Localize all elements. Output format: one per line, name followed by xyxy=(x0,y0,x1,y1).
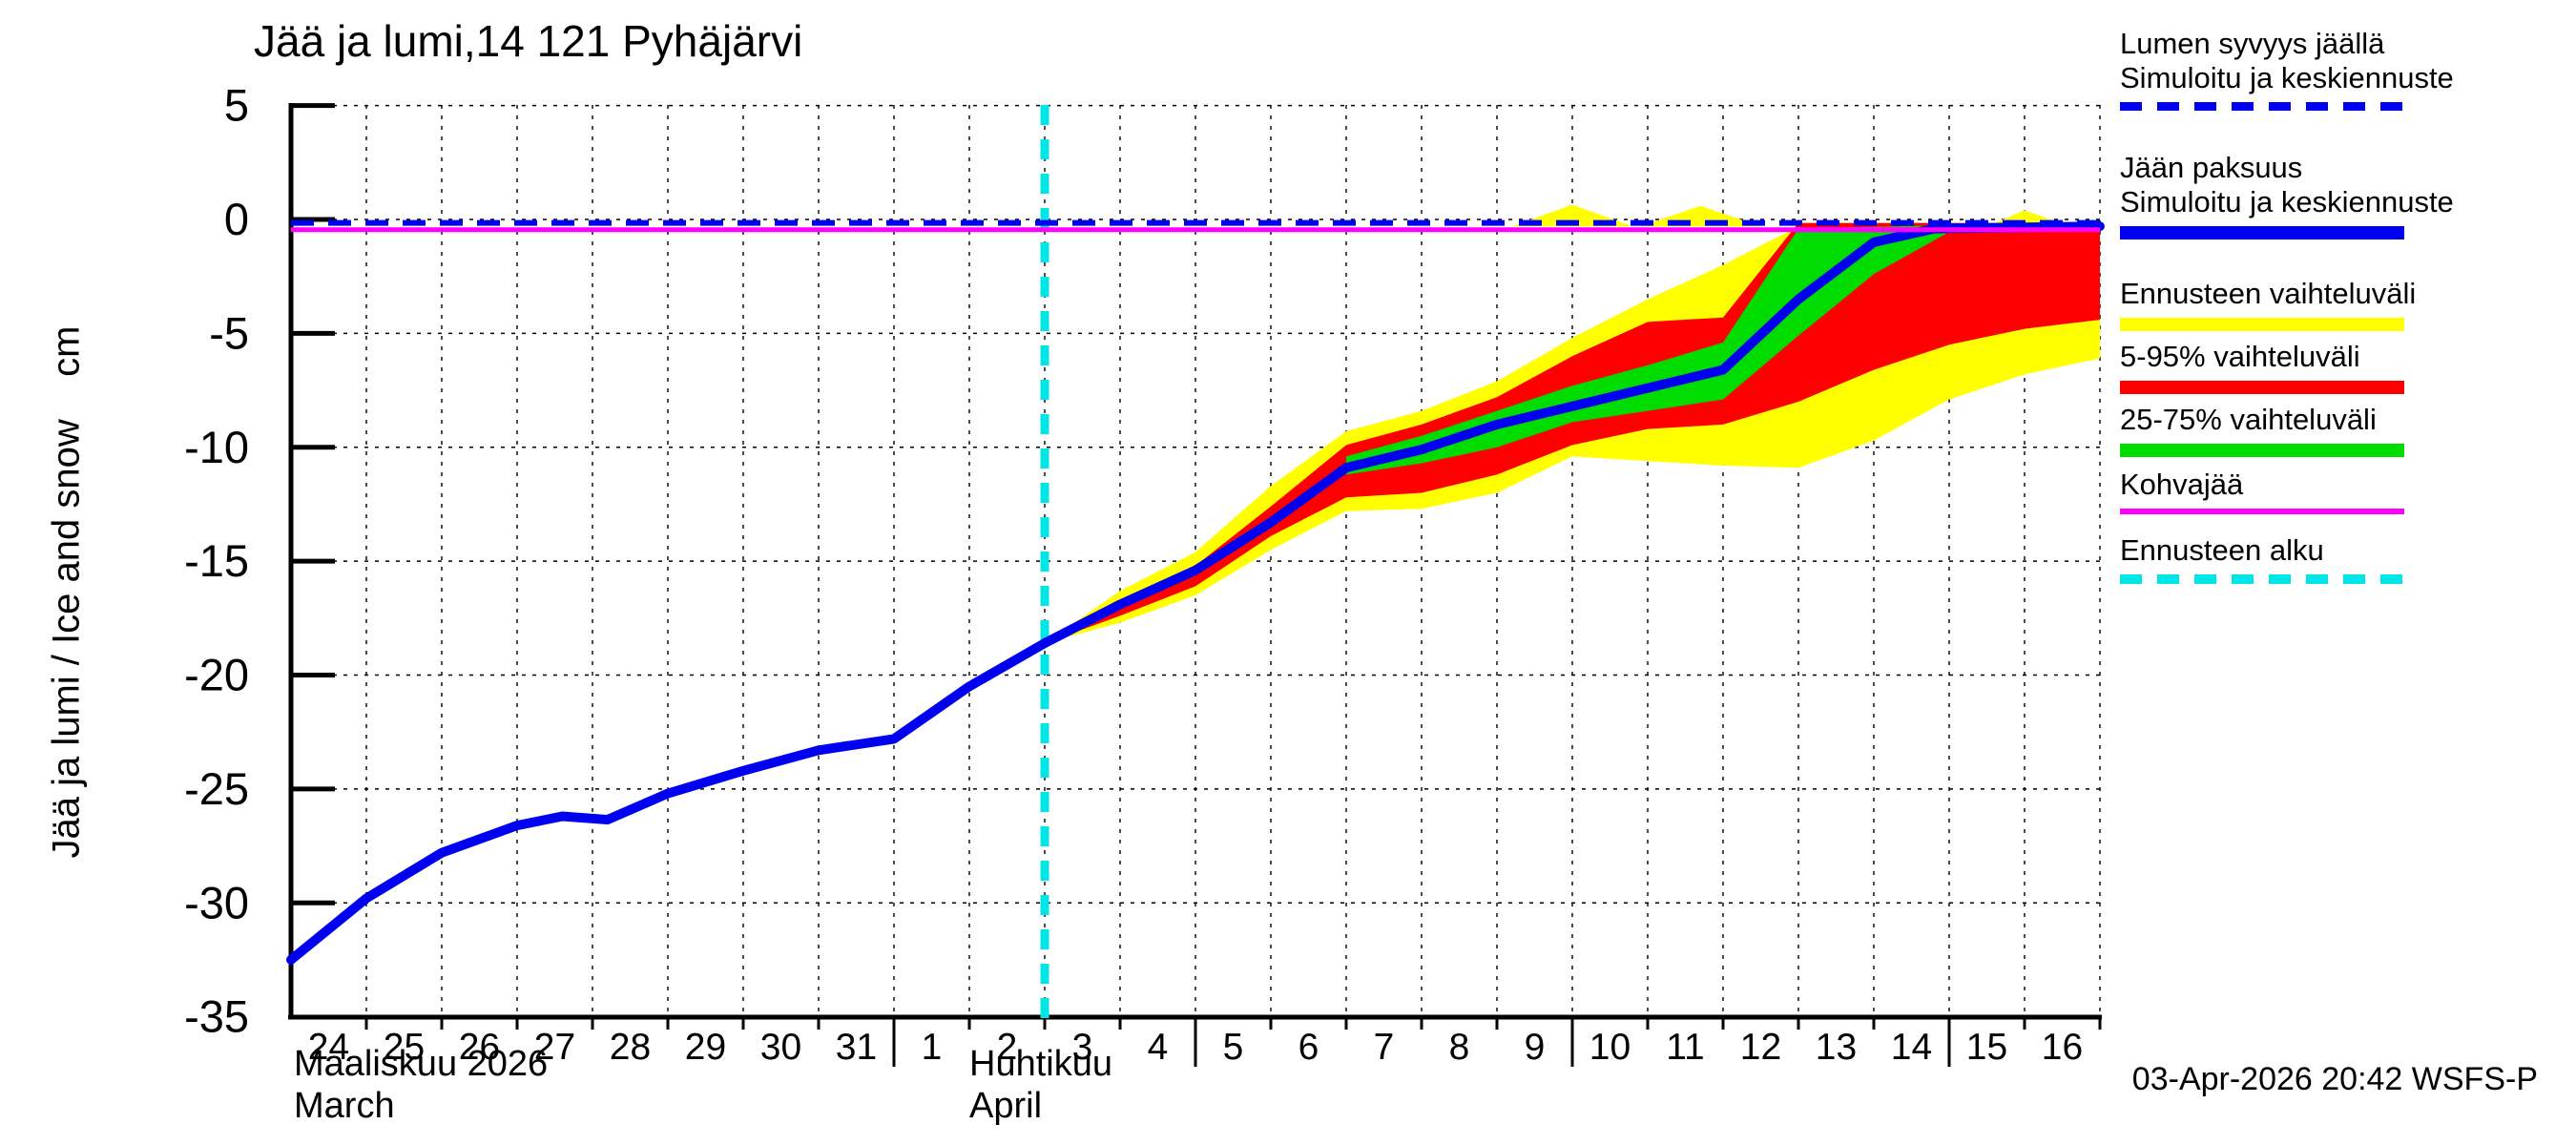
x-tick-label: 2 xyxy=(997,1027,1018,1068)
legend-item-forecast-start: Ennusteen alku xyxy=(2120,533,2568,584)
x-tick-label: 5 xyxy=(1223,1027,1244,1068)
x-tick-label: 9 xyxy=(1525,1027,1546,1068)
x-tick-label: 25 xyxy=(384,1027,425,1068)
legend-label: Jään paksuus xyxy=(2120,151,2303,184)
legend-label: Kohvajää xyxy=(2120,468,2244,501)
x-tick-label: 26 xyxy=(459,1027,500,1068)
x-tick-label: 27 xyxy=(534,1027,575,1068)
band-25-75-green xyxy=(1346,225,1949,475)
x-tick-label: 3 xyxy=(1072,1027,1093,1068)
month-label-march-fi: Maaliskuu 2026 xyxy=(294,1044,549,1084)
ice-thickness-forecast-line xyxy=(1040,221,2105,649)
month-label-april-en: April xyxy=(969,1086,1043,1126)
legend-line-sample-range-5-95 xyxy=(2120,381,2404,394)
y-tick-label: 5 xyxy=(224,80,249,131)
legend-item-forecast-range: Ennusteen vaihteluväli xyxy=(2120,277,2568,331)
chart-title: Jää ja lumi,14 121 Pyhäjärvi xyxy=(254,16,803,66)
legend-label: Simuloitu ja keskiennuste xyxy=(2120,61,2454,94)
x-tick-label: 10 xyxy=(1589,1027,1631,1068)
x-tick-label: 6 xyxy=(1298,1027,1319,1068)
y-tick-label: -20 xyxy=(184,650,249,700)
x-tick-label: 31 xyxy=(836,1027,877,1068)
y-tick-label: 0 xyxy=(224,194,249,244)
legend-item-range-5-95: 5-95% vaihteluväli xyxy=(2120,340,2568,394)
x-tick-label: 1 xyxy=(922,1027,943,1068)
y-tick-label: -30 xyxy=(184,877,249,927)
legend-item-frazil-ice: Kohvajää xyxy=(2120,468,2568,514)
legend-label: Lumen syvyys jäällä xyxy=(2120,27,2385,60)
y-tick-label: -10 xyxy=(184,422,249,472)
x-tick-label: 14 xyxy=(1891,1027,1932,1068)
x-tick-label: 28 xyxy=(610,1027,651,1068)
legend-label: 5-95% vaihteluväli xyxy=(2120,340,2360,373)
legend-line-sample-ice-thickness-simulated xyxy=(2120,226,2404,239)
x-tick-label: 11 xyxy=(1666,1027,1705,1068)
x-tick-label: 7 xyxy=(1374,1027,1395,1068)
legend-label: 25-75% vaihteluväli xyxy=(2120,403,2377,436)
x-tick-label: 15 xyxy=(1966,1027,2007,1068)
x-tick-label: 8 xyxy=(1449,1027,1470,1068)
month-label-march-en: March xyxy=(294,1086,395,1126)
legend-label: Ennusteen vaihteluväli xyxy=(2120,277,2417,310)
legend-item-range-25-75: 25-75% vaihteluväli xyxy=(2120,403,2568,457)
x-tick-label: 4 xyxy=(1148,1027,1169,1068)
band-5-95-red xyxy=(1045,222,2100,644)
legend-label: Simuloitu ja keskiennuste xyxy=(2120,185,2454,219)
x-tick-label: 13 xyxy=(1816,1027,1857,1068)
legend-item-snow-depth-simulated: Lumen syvyys jäällä Simuloitu ja keskienn… xyxy=(2120,27,2568,111)
month-label-april-fi: Huhtikuu xyxy=(969,1044,1112,1084)
x-tick-label: 24 xyxy=(308,1027,349,1068)
x-tick-label: 30 xyxy=(760,1027,801,1068)
x-tick-label: 16 xyxy=(2042,1027,2083,1068)
legend-label: Ennusteen alku xyxy=(2120,533,2324,567)
y-tick-label: -15 xyxy=(184,535,249,586)
x-tick-label: 29 xyxy=(685,1027,726,1068)
legend-line-sample-forecast-start xyxy=(2120,574,2404,584)
legend-line-sample-frazil-ice xyxy=(2120,509,2404,514)
y-tick-label: -25 xyxy=(184,763,249,814)
legend-line-sample-snow-depth-simulated xyxy=(2120,102,2404,111)
legend-line-sample-forecast-range xyxy=(2120,318,2404,331)
x-tick-label: 12 xyxy=(1740,1027,1781,1068)
y-axis-label: Jää ja lumi / Ice and snow cm xyxy=(45,325,88,859)
timestamp-watermark: 03-Apr-2026 20:42 WSFS-P xyxy=(2131,1061,2538,1097)
legend-line-sample-range-25-75 xyxy=(2120,444,2404,457)
y-tick-label: -5 xyxy=(209,307,249,358)
ice-thickness-history-line xyxy=(286,638,1049,965)
y-tick-label: -35 xyxy=(184,991,249,1042)
legend-item-ice-thickness-simulated: Jään paksuus Simuloitu ja keskiennuste xyxy=(2120,151,2568,239)
